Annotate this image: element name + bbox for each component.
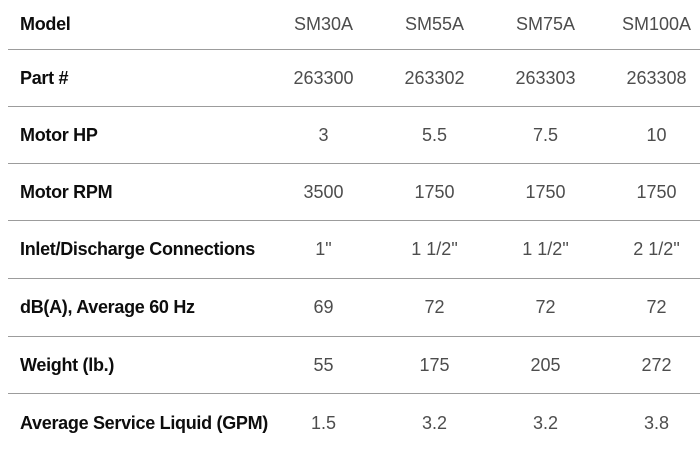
cell-value: 1750 — [414, 181, 455, 202]
spec-row-motor-rpm: Motor RPM 3500 1750 1750 1750 — [8, 164, 700, 221]
row-label: Motor RPM — [20, 181, 113, 202]
cell-value: 3.2 — [533, 413, 559, 433]
cell-value: 72 — [535, 297, 556, 317]
cell-value: 175 — [419, 354, 450, 375]
cell-value: 1" — [315, 239, 332, 259]
cell-value: 263300 — [293, 67, 354, 88]
cell-value: 3.2 — [422, 413, 448, 433]
cell-value: 5.5 — [421, 124, 448, 145]
cell-value: 263303 — [515, 67, 576, 88]
cell-value: SM30A — [293, 14, 354, 34]
cell-value: 263302 — [404, 67, 465, 88]
cell-value: 1750 — [636, 181, 677, 202]
spec-row-average-service-liquid: Average Service Liquid (GPM) 1.5 3.2 3.2… — [8, 394, 700, 453]
spec-row-motor-hp: Motor HP 3 5.5 7.5 10 — [8, 107, 700, 164]
row-label: Inlet/Discharge Connections — [20, 239, 255, 259]
cell-value: 272 — [641, 354, 672, 375]
cell-value: 3 — [318, 124, 329, 145]
spec-row-part-number: Part # 263300 263302 263303 263308 — [8, 50, 700, 107]
cell-value: 1.5 — [311, 413, 337, 433]
cell-value: SM55A — [404, 14, 465, 34]
cell-value: 1750 — [525, 181, 566, 202]
row-label: Model — [20, 14, 71, 34]
cell-value: SM75A — [515, 14, 576, 34]
spec-row-inlet-discharge-connections: Inlet/Discharge Connections 1" 1 1/2" 1 … — [8, 221, 700, 279]
cell-value: 1 1/2" — [522, 239, 569, 259]
cell-value: 7.5 — [532, 124, 559, 145]
spec-row-dba-average-60hz: dB(A), Average 60 Hz 69 72 72 72 — [8, 279, 700, 337]
row-label: Motor HP — [20, 124, 98, 145]
cell-value: 2 1/2" — [633, 239, 680, 259]
cell-value: 1 1/2" — [411, 239, 458, 259]
row-label: Part # — [20, 67, 69, 88]
cell-value: 263308 — [626, 67, 687, 88]
cell-value: 10 — [646, 124, 667, 145]
row-label: dB(A), Average 60 Hz — [20, 297, 195, 317]
row-label: Weight (lb.) — [20, 354, 115, 375]
spec-row-weight: Weight (lb.) 55 175 205 272 — [8, 337, 700, 394]
cell-value: 55 — [313, 354, 334, 375]
cell-value: 72 — [424, 297, 445, 317]
spec-row-model: Model SM30A SM55A SM75A SM100A — [8, 0, 700, 50]
cell-value: 3500 — [303, 181, 344, 202]
row-label: Average Service Liquid (GPM) — [20, 413, 269, 433]
cell-value: 69 — [313, 297, 334, 317]
cell-value: SM100A — [621, 14, 692, 34]
cell-value: 3.8 — [644, 413, 670, 433]
cell-value: 205 — [530, 354, 561, 375]
cell-value: 72 — [646, 297, 667, 317]
